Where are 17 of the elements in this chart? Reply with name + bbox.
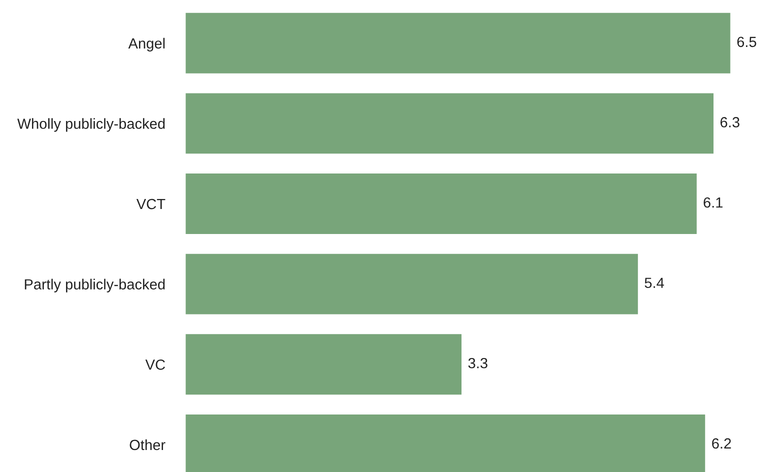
data-label: 3.3 [468, 358, 488, 368]
bar [185, 252, 640, 316]
data-label: 6.5 [737, 36, 756, 48]
y-tick-label: Wholly publicly-backed [17, 118, 165, 132]
data-label: 6.2 [712, 438, 731, 449]
y-tick-label: VC [145, 359, 165, 370]
bar [185, 172, 698, 236]
y-tick-label: VCT [136, 198, 166, 210]
bar [185, 332, 463, 396]
data-label: 6.1 [704, 197, 723, 208]
y-tick-label: Other [130, 439, 166, 450]
data-label: 6.3 [720, 117, 740, 128]
data-label: 5.4 [644, 278, 664, 288]
y-tick-label: Angel [128, 38, 165, 52]
bar [185, 92, 715, 156]
bar [185, 12, 732, 75]
y-tick-label: Partly publicly-backed [24, 278, 165, 292]
